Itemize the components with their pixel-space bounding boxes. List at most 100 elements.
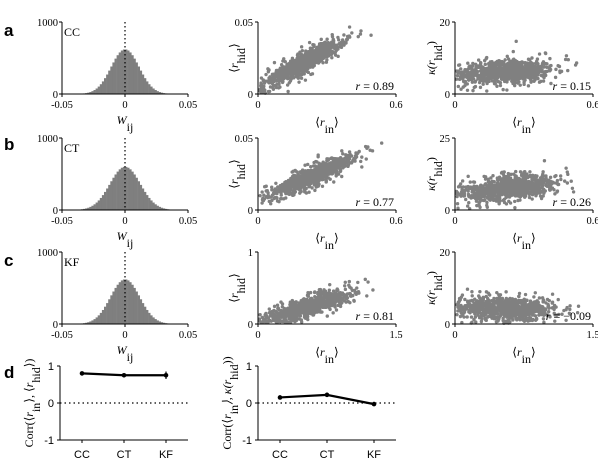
a-scatter2-point [495,73,499,78]
a-scatter1-point [326,50,330,55]
b-scatter1-point [262,193,266,197]
a-hist-bar [131,55,134,94]
c-hist-bar [139,299,143,324]
b-scatter1-point [283,180,287,185]
a-scatter2-point [475,74,479,78]
b-scatter2-point [530,178,535,183]
b-scatter2-point [529,186,533,190]
panel-label-d: d [4,363,14,382]
a-hist-bar [95,88,98,94]
a-scatter2-point [477,64,481,68]
b-scatter2-point [508,201,513,205]
c-scatter1-point [339,301,343,306]
a-scatter2-point [499,74,503,78]
b-scatter1-point [270,198,274,203]
b-hist-bar [93,204,96,210]
a-scatter1-point [300,49,305,53]
b-scatter2-point [468,180,472,184]
b-scatter2-point [470,194,474,198]
a-scatter1-point [304,62,308,66]
a-scatter2-point [481,76,485,80]
b-hist-bar [146,195,149,210]
c-hist-bar [112,291,115,324]
a-scatter2-point [527,75,532,79]
a-hist-bar [91,91,94,94]
c-scatter1-xlabel: ⟨rin⟩ [315,345,338,366]
b-scatter2-point [502,170,506,174]
b-hist-bar [141,188,145,210]
b-scatter2-point [467,185,471,190]
b-scatter2-point [562,179,567,183]
b-scatter2-xtick-label: 0 [452,216,457,227]
a-scatter2-point [543,61,548,66]
b-scatter1-point [284,191,288,196]
b-scatter1-point [291,169,296,173]
b-scatter1-point [331,164,335,168]
b-scatter1-point [261,198,265,202]
a-scatter1-point [330,55,334,60]
b-scatter2-point [558,174,563,178]
a-scatter2-point [496,79,500,84]
a-scatter1-point [318,49,322,54]
a-scatter1-point [286,89,290,94]
b-scatter2-point [504,184,508,188]
b-hist-bar [87,207,90,210]
b-hist-bar [154,204,157,210]
a-hist-bar [154,90,157,94]
a-scatter1-point [334,47,339,51]
a-scatter2-point [554,67,558,72]
b-scatter1-point [306,162,310,167]
c-scatter1-point [347,279,352,284]
b-scatter2-point [455,202,460,206]
b-scatter2-point [520,172,524,177]
a-scatter2-point [527,58,532,62]
b-scatter2-point [527,195,532,200]
a-hist-bar [122,49,126,94]
b-scatter1-point [274,181,278,186]
b-hist-title: CT [64,141,80,155]
a-scatter2-point [485,89,489,93]
b-scatter2-point [464,197,468,202]
b-scatter1-point [265,195,270,200]
a-scatter1: 0 0.600.05r = 0.89⟨rin⟩⟨rhid⟩ [227,18,403,136]
c-scatter1-point [371,288,375,292]
a-scatter1-point [284,67,288,72]
c-hist-bar [110,295,113,324]
a-scatter1-point [339,42,343,46]
a-scatter2-point [454,77,459,81]
c-scatter1-point [334,308,339,312]
c-hist-bar [106,303,109,324]
b-scatter2-point [569,179,573,183]
a-scatter2-point [553,75,558,80]
a-scatter1-point [345,34,350,39]
c-scatter1-point [306,290,310,295]
b-scatter1-point [317,164,321,168]
a-scatter1-point [257,88,262,93]
a-hist-bar [148,84,151,94]
a-hist-bar [114,58,117,94]
c-scatter1-point [334,297,338,301]
c-hist-xtick-label: 0 [122,330,127,341]
c-scatter1-point [280,302,285,306]
a-scatter2-point [485,78,489,83]
b-scatter1-point [336,158,340,163]
a-scatter1-point [267,80,271,84]
b-scatter2-point [540,181,545,185]
c-scatter1-point [276,306,280,311]
a-scatter2-point [526,84,531,88]
a-scatter2-point [495,84,499,88]
a-scatter1-point [336,54,340,59]
a-scatter2-point [465,72,469,76]
b-scatter2-point [533,182,537,186]
b-scatter1-point [264,184,268,188]
b-scatter2-point [503,189,508,193]
a-scatter2-point [485,81,489,86]
c-scatter1-point [258,313,262,317]
a-scatter1-point [299,76,304,80]
b-scatter1-xlabel: ⟨rin⟩ [315,231,338,252]
b-hist-bar [112,177,115,210]
a-scatter2-point [497,65,502,70]
b-scatter2-point [544,174,548,178]
a-scatter1-point [276,70,281,74]
